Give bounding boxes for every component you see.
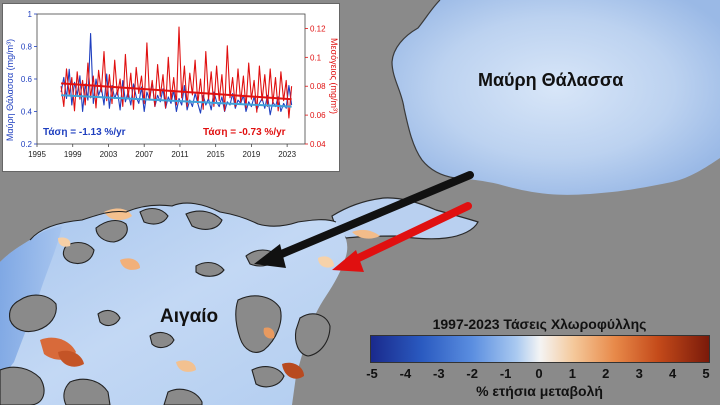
colorbar-tick-label: 0 bbox=[535, 366, 543, 381]
colorbar-tick-label: 3 bbox=[635, 366, 643, 381]
colorbar-tick-label: 5 bbox=[702, 366, 710, 381]
x-tick-label: 2015 bbox=[207, 150, 225, 159]
time-series-chart: 1995 1999 2003 2007 2011 2015 2019 2023 0.2 0.4 0.… bbox=[5, 10, 339, 159]
mediterranean-trend-line bbox=[61, 82, 292, 101]
left-y-tick-label: 0.2 bbox=[21, 140, 33, 149]
x-tick-label: 2011 bbox=[171, 150, 189, 159]
right-y-tick-label: 0.12 bbox=[310, 24, 326, 33]
positive-trend-patches bbox=[40, 208, 334, 379]
colorbar-tick-label: -2 bbox=[466, 366, 478, 381]
left-y-tick-label: 0.4 bbox=[21, 108, 33, 117]
left-y-tick-label: 0.8 bbox=[21, 43, 33, 52]
legend-unit: % ετήσια μεταβολή bbox=[476, 383, 603, 399]
colorbar bbox=[370, 335, 710, 363]
x-tick-label: 1999 bbox=[64, 150, 82, 159]
coastline bbox=[29, 202, 337, 241]
colorbar-tick-label: -1 bbox=[499, 366, 512, 381]
legend-title: 1997-2023 Τάσεις Χλωροφύλλης bbox=[432, 316, 647, 332]
right-y-tick-label: 0.1 bbox=[310, 53, 322, 62]
black-sea-trend-line bbox=[61, 94, 292, 108]
black-sea-label: Μαύρη Θάλασσα bbox=[478, 70, 624, 90]
left-y-tick-label: 0.6 bbox=[21, 75, 33, 84]
black-sea-coast bbox=[391, 0, 456, 179]
right-y-tick-label: 0.06 bbox=[310, 111, 326, 120]
left-trend-annotation: Τάση = -1.13 %/yr bbox=[43, 127, 126, 138]
colorbar-tick-label: 1 bbox=[568, 366, 577, 381]
mediterranean-series-line bbox=[60, 26, 293, 119]
x-tick-label: 1995 bbox=[28, 150, 46, 159]
colorbar-tick-label: -5 bbox=[366, 366, 378, 381]
marmara-orange-patch bbox=[352, 229, 380, 239]
black-sea bbox=[392, 0, 720, 195]
colorbar-tick-label: -3 bbox=[433, 366, 445, 381]
black-arrow bbox=[254, 171, 474, 268]
x-tick-label: 2003 bbox=[100, 150, 118, 159]
right-y-tick-label: 0.04 bbox=[310, 140, 326, 149]
right-trend-annotation: Τάση = -0.73 %/yr bbox=[203, 127, 286, 138]
right-y-tick-label: 0.08 bbox=[310, 82, 326, 91]
red-arrow bbox=[332, 202, 472, 272]
colorbar-tick-label: 2 bbox=[602, 366, 610, 381]
left-y-tick-label: 1 bbox=[28, 10, 33, 19]
right-axis-title: Μεσόγειος (mg/m³) bbox=[329, 38, 339, 114]
marmara-sea bbox=[331, 197, 479, 240]
aegean-label: Αιγαίο bbox=[160, 306, 219, 327]
black-sea-series-line bbox=[60, 32, 293, 116]
time-series-inset: 1995 1999 2003 2007 2011 2015 2019 2023 0.2 0.4 0.… bbox=[2, 3, 340, 172]
colorbar-tick-label: 4 bbox=[668, 366, 677, 381]
x-tick-label: 2007 bbox=[135, 150, 153, 159]
left-axis-title: Μαύρη Θάλασσα (mg/m³) bbox=[5, 39, 15, 141]
colorbar-tick-label: -4 bbox=[399, 366, 412, 381]
x-tick-label: 2019 bbox=[243, 150, 261, 159]
x-tick-label: 2023 bbox=[278, 150, 296, 159]
